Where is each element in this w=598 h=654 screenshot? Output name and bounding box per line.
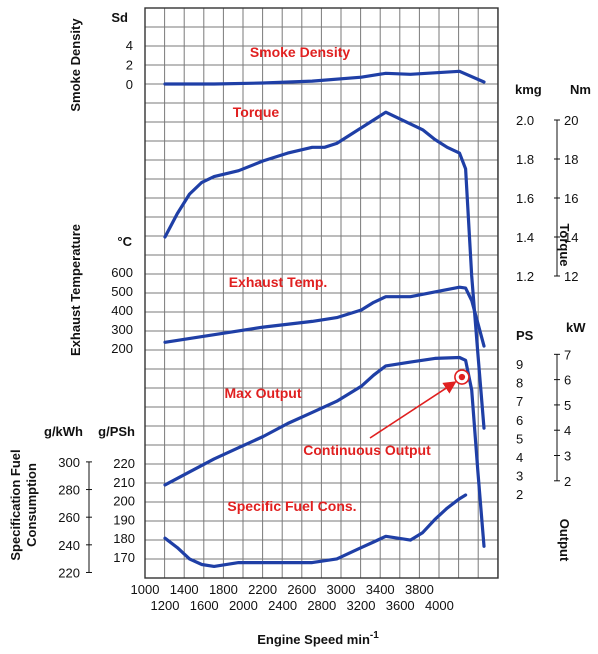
grid: [144, 7, 499, 579]
smoke-tick-label: 0: [126, 77, 133, 92]
sfc-axis-title-line2: Consumption: [24, 463, 39, 547]
specific-fuel-curve: [163, 493, 468, 569]
exhaust-tick-label: 500: [111, 284, 133, 299]
annotation-continuous-output: Continuous Output: [303, 442, 431, 458]
annotation-torque: Torque: [233, 104, 280, 120]
output-ps-tick-label: 9: [516, 357, 523, 372]
x-tick-label-lower: 2400: [268, 598, 297, 613]
torque-nm-tick-label: 12: [564, 269, 578, 284]
exhaust-temp-curve: [163, 285, 486, 348]
sfc-psh-unit: g/PSh: [98, 424, 135, 439]
output-ps-tick-label: 8: [516, 376, 523, 391]
annotation-smoke-density: Smoke Density: [250, 44, 351, 60]
torque-kgm-tick-label: 1.6: [516, 191, 534, 206]
torque-nm-tick-label: 14: [564, 230, 578, 245]
smoke-unit: Sd: [111, 10, 128, 25]
annotation-exhaust-temp: Exhaust Temp.: [229, 274, 328, 290]
exhaust-tick-label: 600: [111, 265, 133, 280]
torque-curve: [163, 110, 486, 430]
torque-nm-unit: Nm: [570, 82, 591, 97]
continuous-output-marker-dot: [458, 373, 466, 381]
sfc-kwh-tick-label: 260: [58, 510, 80, 525]
sfc-kwh-tick-label: 220: [58, 565, 80, 580]
x-tick-label-lower: 2800: [307, 598, 336, 613]
output-kw-tick-label: 5: [564, 398, 571, 413]
output-kw-tick-label: 4: [564, 423, 571, 438]
annotation-max-output: Max Output: [225, 385, 302, 401]
x-tick-label-upper: 3800: [405, 582, 434, 597]
x-axis-title-superscript: -1: [370, 630, 379, 641]
output-ps-tick-label: 5: [516, 431, 523, 446]
output-ps-tick-label: 4: [516, 450, 523, 465]
output-axis-title: Output: [557, 519, 572, 562]
x-tick-label-lower: 2000: [229, 598, 258, 613]
output-ps-tick-label: 2: [516, 487, 523, 502]
annotation-specific-fuel: Specific Fuel Cons.: [227, 498, 356, 514]
sfc-kwh-tick-label: 240: [58, 538, 80, 553]
torque-kgm-tick-label: 1.8: [516, 152, 534, 167]
output-ps-tick-label: 6: [516, 413, 523, 428]
output-ps-unit: PS: [516, 328, 534, 343]
output-kw-tick-label: 6: [564, 373, 571, 388]
smoke-tick-label: 2: [126, 58, 133, 73]
sfc-psh-tick-label: 180: [113, 531, 135, 546]
torque-kgm-tick-label: 2.0: [516, 113, 534, 128]
output-kw-tick-label: 3: [564, 449, 571, 464]
x-tick-label-lower: 1600: [190, 598, 219, 613]
x-tick-label-lower: 3200: [347, 598, 376, 613]
plot-frame: [144, 7, 499, 579]
sfc-psh-tick-label: 210: [113, 475, 135, 490]
x-tick-label-upper: 2600: [287, 582, 316, 597]
output-kw-tick-label: 7: [564, 347, 571, 362]
x-tick-label-upper: 3400: [366, 582, 395, 597]
torque-kgm-tick-label: 1.4: [516, 230, 534, 245]
x-tick-label-upper: 1800: [209, 582, 238, 597]
torque-kgm-tick-label: 1.2: [516, 269, 534, 284]
sfc-psh-tick-label: 220: [113, 456, 135, 471]
sfc-psh-tick-label: 170: [113, 550, 135, 565]
sfc-kwh-unit: g/kWh: [44, 424, 83, 439]
torque-nm-tick-label: 18: [564, 152, 578, 167]
x-axis-title: Engine Speed min-1: [257, 630, 379, 647]
smoke-tick-label: 4: [126, 38, 133, 53]
x-tick-label-upper: 3000: [327, 582, 356, 597]
smoke-axis-title: Smoke Density: [68, 18, 83, 112]
exhaust-tick-label: 200: [111, 341, 133, 356]
x-tick-label-lower: 1200: [151, 598, 180, 613]
torque-axis-title: Torque: [557, 223, 572, 266]
max-output-curve: [163, 355, 486, 548]
x-tick-label-upper: 1400: [170, 582, 199, 597]
sfc-psh-tick-label: 190: [113, 512, 135, 527]
exhaust-tick-label: 400: [111, 303, 133, 318]
exhaust-unit: °C: [117, 234, 132, 249]
exhaust-tick-label: 300: [111, 322, 133, 337]
sfc-kwh-tick-label: 280: [58, 483, 80, 498]
continuous-output-arrow: [369, 381, 457, 439]
output-ps-tick-label: 3: [516, 469, 523, 484]
x-tick-label-lower: 4000: [425, 598, 454, 613]
sfc-psh-tick-label: 200: [113, 494, 135, 509]
x-tick-label-upper: 1000: [131, 582, 160, 597]
torque-nm-tick-label: 20: [564, 113, 578, 128]
torque-nm-tick-label: 16: [564, 191, 578, 206]
output-kw-tick-label: 2: [564, 474, 571, 489]
torque-kgm-unit: kmg: [515, 82, 542, 97]
sfc-axis-title-line1: Specification Fuel: [8, 449, 23, 560]
exhaust-axis-title: Exhaust Temperature: [68, 224, 83, 356]
sfc-kwh-tick-label: 300: [58, 455, 80, 470]
x-tick-label-upper: 2200: [248, 582, 277, 597]
output-kw-unit: kW: [566, 320, 586, 335]
x-tick-label-lower: 3600: [386, 598, 415, 613]
output-ps-tick-label: 7: [516, 394, 523, 409]
smoke-density-curve: [163, 69, 486, 86]
